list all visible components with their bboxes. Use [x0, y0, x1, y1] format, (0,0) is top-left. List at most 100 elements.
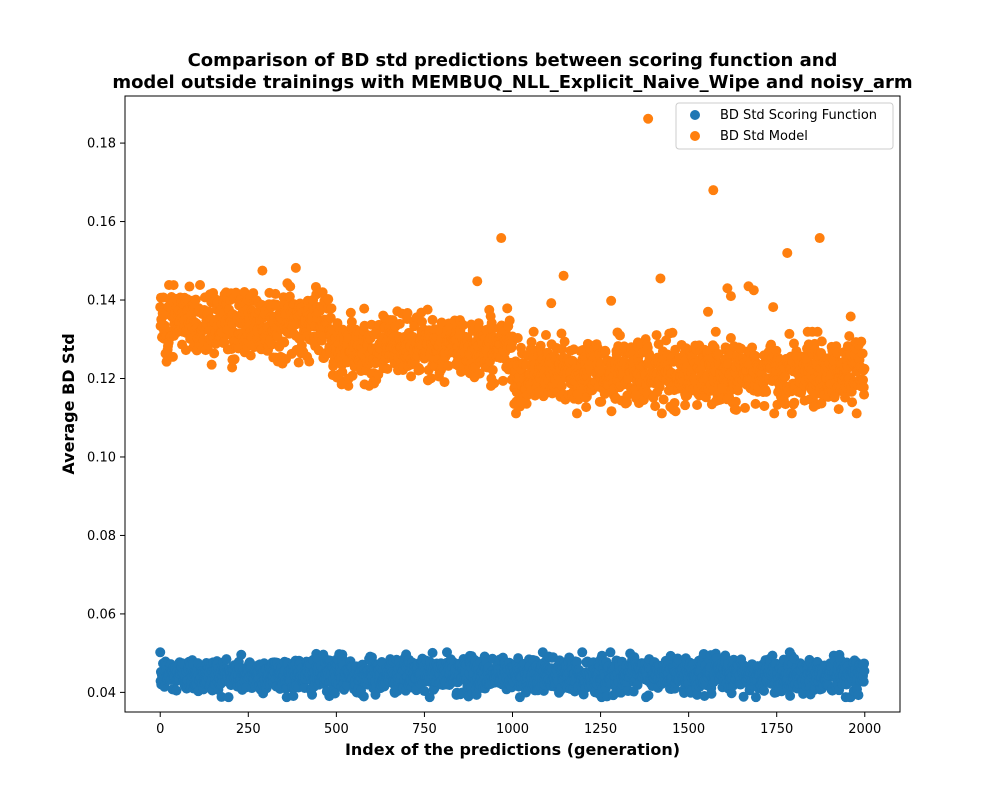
data-point-outlier: [759, 400, 770, 411]
data-point-outlier: [643, 113, 654, 124]
x-tick-label: 1500: [672, 722, 705, 737]
data-point: [424, 692, 435, 703]
data-point-outlier: [168, 280, 179, 291]
y-tick-label: 0.04: [87, 686, 116, 701]
data-point: [329, 688, 340, 699]
data-point-outlier: [722, 283, 733, 294]
data-point: [692, 400, 703, 411]
data-point: [439, 377, 450, 388]
x-tick-label: 0: [156, 722, 164, 737]
data-point: [209, 348, 220, 359]
chart-title-line-1: Comparison of BD std predictions between…: [188, 50, 838, 71]
data-point: [732, 385, 743, 396]
data-point: [382, 363, 393, 374]
data-point: [345, 307, 356, 318]
data-point: [788, 338, 799, 349]
data-point-outlier: [808, 401, 819, 412]
data-point: [858, 374, 869, 385]
data-point: [307, 689, 318, 700]
data-point: [427, 314, 438, 325]
data-point: [223, 692, 234, 703]
data-point: [656, 408, 667, 419]
data-point-outlier: [257, 265, 268, 276]
data-point: [812, 326, 823, 337]
data-point: [761, 386, 772, 397]
data-point: [556, 328, 567, 339]
data-point: [670, 406, 681, 417]
data-point: [366, 319, 377, 330]
series-scoring-function: [155, 647, 870, 703]
data-point: [747, 342, 758, 353]
data-point-outlier: [630, 389, 641, 400]
data-point-outlier: [558, 270, 569, 281]
data-point: [785, 690, 796, 701]
data-point: [767, 650, 778, 661]
data-point: [669, 397, 680, 408]
data-point-outlier: [717, 383, 728, 394]
points-layer: [155, 113, 870, 703]
data-point: [359, 303, 370, 314]
data-point-outlier: [703, 306, 714, 317]
data-point: [487, 365, 498, 376]
data-point-outlier: [782, 247, 793, 258]
data-point: [858, 676, 869, 687]
series-model: [155, 113, 870, 419]
data-point: [155, 647, 166, 658]
data-point-outlier: [290, 262, 301, 273]
data-point-outlier: [516, 397, 527, 408]
data-point: [284, 291, 295, 302]
data-point: [643, 690, 654, 701]
y-tick-label: 0.12: [87, 372, 116, 387]
data-point: [556, 381, 567, 392]
data-point: [853, 690, 864, 701]
data-point: [347, 370, 358, 381]
data-point: [293, 357, 304, 368]
data-point: [504, 315, 515, 326]
data-point-outlier: [768, 302, 779, 313]
data-point: [780, 399, 791, 410]
data-point: [559, 336, 570, 347]
data-point: [653, 339, 664, 350]
data-point-outlier: [814, 233, 825, 244]
data-point: [502, 303, 513, 314]
data-point: [720, 650, 731, 661]
data-point: [216, 691, 227, 702]
data-point: [858, 382, 869, 393]
data-point: [726, 688, 737, 699]
data-point-outlier: [845, 311, 856, 322]
data-point-outlier: [486, 373, 497, 384]
data-point-outlier: [680, 400, 691, 411]
data-point: [650, 401, 661, 412]
y-tick-label: 0.10: [87, 450, 116, 465]
data-point: [337, 366, 348, 377]
data-point: [859, 363, 870, 374]
data-point: [844, 331, 855, 342]
data-point: [859, 658, 870, 669]
data-point: [167, 351, 178, 362]
data-point: [596, 396, 607, 407]
data-point: [857, 348, 868, 359]
data-point: [422, 304, 433, 315]
data-point: [203, 306, 214, 317]
data-point: [206, 359, 217, 370]
data-point: [190, 294, 201, 305]
data-point: [859, 389, 870, 400]
data-point: [786, 408, 797, 419]
data-point: [654, 382, 665, 393]
data-point-outlier: [336, 379, 347, 390]
data-point-outlier: [572, 389, 583, 400]
data-point: [325, 312, 336, 323]
data-point: [605, 647, 616, 658]
data-point: [581, 402, 592, 413]
x-tick-label: 1250: [584, 722, 617, 737]
data-point: [725, 333, 736, 343]
y-tick-label: 0.08: [87, 529, 116, 544]
data-point-outlier: [472, 276, 483, 287]
data-point-outlier: [606, 295, 617, 306]
data-point: [789, 397, 800, 408]
data-point: [279, 337, 290, 348]
data-point: [710, 326, 721, 337]
data-point: [406, 371, 417, 382]
legend-label-model: BD Std Model: [720, 129, 808, 144]
data-point-outlier: [708, 185, 719, 196]
